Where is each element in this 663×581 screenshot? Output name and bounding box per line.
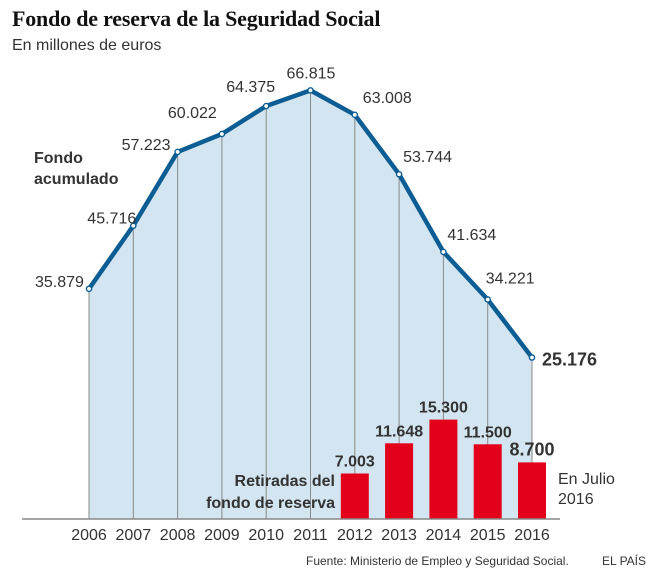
- point-2013: [395, 170, 403, 178]
- point-value-label-2015: 34.221: [486, 270, 535, 287]
- july-annotation-line2: 2016: [558, 491, 594, 508]
- chart-title: Fondo de reserva de la Seguridad Social: [12, 6, 381, 31]
- x-tick-label-2014: 2014: [426, 527, 462, 544]
- point-value-label-2007: 45.716: [87, 211, 136, 228]
- bar-2012: [340, 473, 369, 519]
- x-tick-label-2016: 2016: [514, 527, 550, 544]
- point-value-label-2009: 60.022: [168, 105, 217, 122]
- point-value-label-2011: 66.815: [287, 65, 336, 82]
- point-2010: [262, 102, 270, 110]
- point-value-label-2016: 25.176: [542, 350, 597, 370]
- point-2012: [351, 111, 359, 119]
- point-2009: [218, 130, 226, 138]
- point-2015: [484, 296, 492, 303]
- chart-subtitle: En millones de euros: [12, 37, 162, 54]
- bar-value-label-2015: 11.500: [464, 424, 512, 441]
- point-value-label-2006: 35.879: [35, 274, 84, 291]
- bar-2013: [385, 443, 414, 519]
- publisher-brand: EL PAÍS: [602, 554, 647, 568]
- bar-value-label-2016: 8.700: [509, 439, 554, 459]
- bar-2016: [518, 462, 546, 519]
- bar-value-label-2013: 11.648: [375, 423, 423, 440]
- point-value-label-2014: 41.634: [447, 227, 496, 244]
- x-tick-label-2007: 2007: [116, 527, 152, 544]
- bar-2014: [429, 419, 458, 519]
- x-tick-label-2006: 2006: [71, 527, 107, 544]
- x-tick-label-2009: 2009: [204, 527, 240, 544]
- point-2011: [307, 87, 314, 94]
- fund-series-label-line2: acumulado: [34, 171, 119, 188]
- fund-series-label-line1: Fondo: [34, 150, 83, 167]
- point-value-label-2010: 64.375: [226, 79, 275, 96]
- x-tick-label-2010: 2010: [248, 527, 284, 544]
- point-2014: [440, 248, 447, 256]
- x-tick-label-2013: 2013: [381, 527, 417, 544]
- bar-value-label-2014: 15.300: [419, 400, 468, 417]
- point-value-label-2008: 57.223: [122, 137, 171, 154]
- withdrawals-label-line2: fondo de reserva: [206, 495, 335, 512]
- bar-2015: [473, 444, 502, 520]
- point-2016: [528, 354, 536, 361]
- x-tick-label-2012: 2012: [337, 527, 373, 544]
- x-tick-label-2011: 2011: [293, 527, 328, 544]
- source-note: Fuente: Ministerio de Empleo y Seguridad…: [306, 554, 569, 568]
- point-2006: [85, 285, 93, 293]
- july-annotation-line1: En Julio: [558, 471, 615, 488]
- x-tick-label-2015: 2015: [470, 527, 506, 544]
- point-value-label-2012: 63.008: [363, 90, 412, 107]
- point-2008: [174, 148, 181, 156]
- x-tick-label-2008: 2008: [160, 527, 196, 544]
- withdrawals-label-line1: Retiradas del: [235, 473, 335, 490]
- point-2007: [129, 222, 137, 230]
- bar-value-label-2012: 7.003: [335, 453, 375, 470]
- point-value-label-2013: 53.744: [403, 149, 452, 166]
